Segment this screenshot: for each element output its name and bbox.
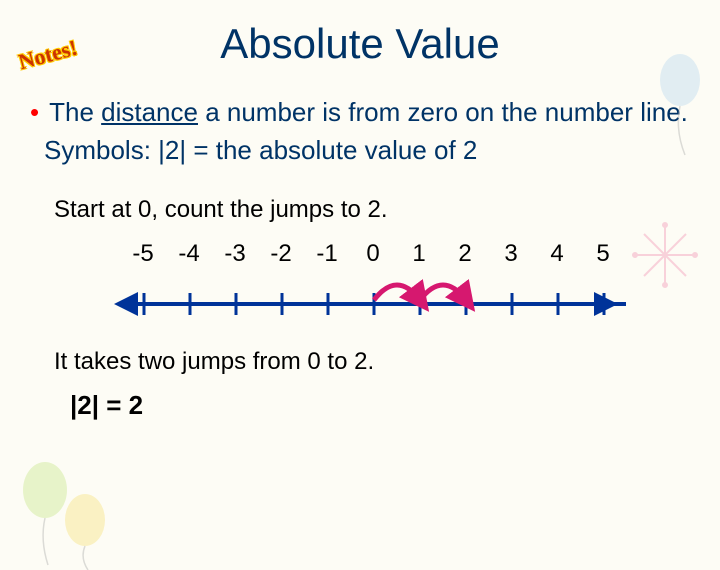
page-title: Absolute Value bbox=[0, 20, 720, 68]
numline-label: 1 bbox=[396, 236, 442, 272]
numline-label: 4 bbox=[534, 236, 580, 272]
numline-label: -4 bbox=[166, 236, 212, 272]
def-pre: The bbox=[49, 97, 101, 127]
numline-label: 5 bbox=[580, 236, 626, 272]
definition-text: The distance a number is from zero on th… bbox=[49, 96, 690, 130]
number-line-labels: -5-4-3-2-1012345 bbox=[120, 236, 674, 272]
symbols-line: Symbols: |2| = the absolute value of 2 bbox=[44, 134, 690, 168]
numline-label: -5 bbox=[120, 236, 166, 272]
numline-label: 3 bbox=[488, 236, 534, 272]
numline-label: 2 bbox=[442, 236, 488, 272]
numline-label: 0 bbox=[350, 236, 396, 272]
numline-label: -1 bbox=[304, 236, 350, 272]
example-block: Start at 0, count the jumps to 2. -5-4-3… bbox=[54, 192, 680, 425]
balloon-decor-left bbox=[10, 430, 130, 570]
numline-label: -3 bbox=[212, 236, 258, 272]
answer: |2| = 2 bbox=[70, 386, 680, 425]
def-post: a number is from zero on the number line… bbox=[198, 97, 688, 127]
def-underlined: distance bbox=[101, 97, 198, 127]
instruction-1: Start at 0, count the jumps to 2. bbox=[54, 192, 680, 228]
number-line: -5-4-3-2-1012345 bbox=[114, 236, 674, 334]
balloon-decor-right bbox=[645, 50, 715, 160]
instruction-2: It takes two jumps from 0 to 2. bbox=[54, 344, 680, 380]
bullet-dot: • bbox=[30, 96, 39, 130]
number-line-svg bbox=[114, 274, 654, 334]
numline-label: -2 bbox=[258, 236, 304, 272]
main-content: • The distance a number is from zero on … bbox=[30, 96, 690, 168]
